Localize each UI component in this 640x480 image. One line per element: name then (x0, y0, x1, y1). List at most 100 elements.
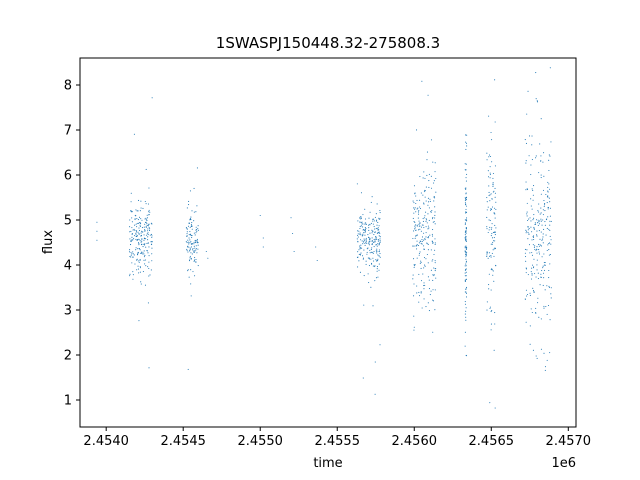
chart-title: 1SWASPJ150448.32-275808.3 (216, 34, 440, 52)
data-point (196, 242, 198, 244)
data-point (357, 241, 359, 243)
data-point (465, 275, 467, 277)
data-point (488, 229, 490, 231)
data-point (142, 231, 144, 233)
data-point (365, 241, 367, 244)
data-point (549, 235, 551, 237)
data-point (465, 232, 467, 234)
data-point (356, 238, 358, 240)
data-point (194, 234, 196, 236)
data-point (465, 177, 467, 179)
data-point (135, 249, 137, 251)
data-point (488, 156, 490, 158)
data-point (491, 161, 493, 163)
data-point (491, 232, 493, 235)
data-point (414, 227, 416, 229)
data-point (148, 187, 150, 189)
data-point (148, 267, 150, 269)
data-point (190, 252, 192, 254)
data-point (526, 202, 528, 204)
data-point (197, 265, 199, 267)
data-point (189, 250, 191, 252)
data-point (131, 217, 133, 219)
data-point (361, 255, 364, 257)
data-point (550, 287, 552, 289)
data-point (434, 211, 436, 213)
data-point (416, 240, 418, 242)
data-point (416, 257, 418, 259)
data-point (535, 72, 537, 74)
data-point (376, 252, 378, 254)
data-point (538, 249, 540, 251)
data-point (532, 189, 534, 191)
data-point (493, 231, 495, 234)
data-point (494, 312, 496, 314)
data-point (487, 176, 490, 178)
data-point (369, 252, 371, 254)
data-point (548, 169, 550, 172)
data-point (377, 242, 379, 245)
data-point (259, 214, 261, 217)
data-point (150, 243, 152, 246)
data-point (190, 223, 192, 225)
data-point (486, 209, 488, 211)
data-point (538, 316, 540, 318)
data-point (540, 348, 542, 350)
data-point (525, 321, 527, 323)
data-point (415, 211, 417, 213)
data-point (135, 238, 137, 240)
data-point (189, 255, 191, 257)
data-point (489, 166, 491, 168)
data-point (365, 227, 367, 229)
data-point (373, 241, 375, 243)
data-point (193, 220, 195, 222)
data-point (362, 243, 364, 245)
data-point (532, 244, 534, 246)
data-point (379, 256, 381, 258)
data-point (366, 242, 368, 244)
data-point (376, 248, 378, 250)
data-point (494, 79, 496, 81)
data-point (373, 226, 375, 228)
data-point (194, 247, 196, 249)
data-point (378, 249, 381, 251)
data-point (188, 243, 190, 245)
data-point (142, 207, 144, 210)
data-point (549, 215, 551, 217)
data-point (423, 226, 425, 229)
data-point (542, 161, 544, 163)
data-point (140, 251, 142, 253)
data-point (530, 226, 532, 228)
data-point (145, 234, 147, 236)
data-point (423, 298, 425, 300)
data-point (489, 402, 491, 404)
data-point (290, 217, 292, 219)
data-point (490, 310, 492, 313)
data-point (493, 207, 496, 209)
data-point (140, 232, 142, 234)
data-point (430, 187, 433, 189)
data-point (143, 250, 145, 252)
data-point (548, 285, 550, 287)
data-point (531, 135, 533, 137)
data-point (548, 254, 550, 256)
data-point (360, 234, 362, 236)
data-point (418, 210, 420, 212)
data-point (535, 98, 537, 100)
data-point (137, 231, 139, 233)
data-point (368, 227, 370, 229)
data-point (464, 234, 466, 236)
data-point (359, 226, 361, 228)
data-point (195, 258, 197, 261)
data-point (374, 238, 376, 240)
data-point (431, 218, 434, 220)
data-point (131, 233, 133, 235)
data-point (487, 170, 489, 172)
data-point (149, 228, 151, 230)
data-point (135, 235, 137, 237)
data-point (190, 234, 192, 237)
data-point (418, 213, 420, 215)
data-point (531, 239, 533, 241)
data-point (133, 228, 135, 230)
data-point (426, 222, 428, 224)
